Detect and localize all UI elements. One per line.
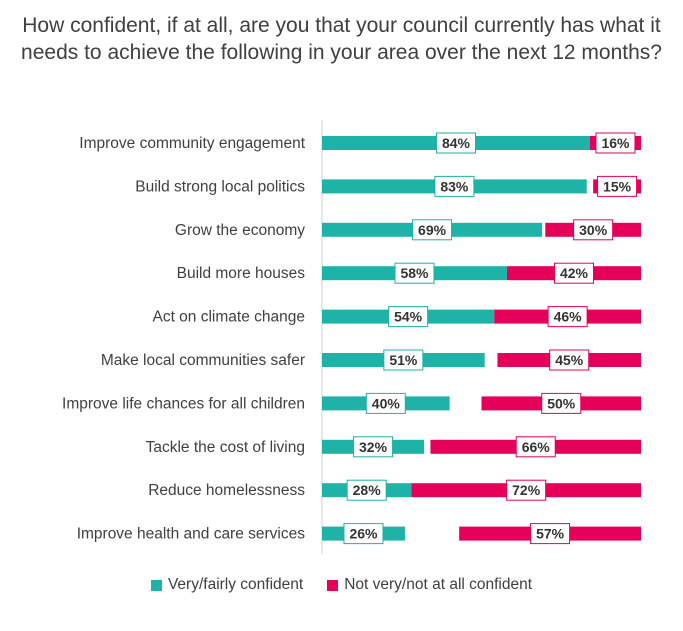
- category-label: Tackle the cost of living: [146, 439, 305, 456]
- legend-swatch-not-confident: [327, 579, 339, 591]
- category-label: Build strong local politics: [135, 178, 305, 195]
- value-box-confident: [343, 523, 384, 545]
- value-box-confident: [388, 306, 429, 328]
- legend-label-confident: Very/fairly confident: [167, 576, 304, 593]
- value-label-not-confident: 42%: [560, 265, 589, 281]
- value-label-not-confident: 66%: [522, 439, 551, 455]
- value-box-not-confident: [547, 306, 588, 328]
- value-box-not-confident: [597, 175, 638, 197]
- value-label-confident: 28%: [353, 482, 382, 498]
- value-box-not-confident: [515, 436, 556, 458]
- value-label-not-confident: 45%: [555, 352, 584, 368]
- value-box-confident: [365, 392, 406, 414]
- chart-title: How confident, if at all, are you that y…: [21, 14, 662, 64]
- value-label-not-confident: 72%: [512, 482, 541, 498]
- value-label-not-confident: 57%: [536, 526, 565, 542]
- value-box-not-confident: [541, 392, 582, 414]
- category-label: Make local communities safer: [101, 352, 305, 369]
- value-box-confident: [434, 175, 475, 197]
- value-box-confident: [353, 436, 394, 458]
- value-box-confident: [346, 479, 387, 501]
- value-label-not-confident: 50%: [547, 395, 576, 411]
- legend-item-confident: Very/fairly confident: [150, 576, 304, 594]
- value-box-confident: [394, 262, 435, 284]
- value-label-confident: 26%: [349, 526, 378, 542]
- value-box-confident: [435, 132, 476, 154]
- category-label: Reduce homelessness: [148, 482, 305, 499]
- value-label-not-confident: 15%: [603, 178, 632, 194]
- value-label-not-confident: 46%: [554, 309, 583, 325]
- category-label: Improve health and care services: [77, 526, 306, 543]
- value-label-not-confident: 16%: [601, 135, 630, 151]
- category-label: Improve community engagement: [79, 135, 305, 152]
- chart-legend: Very/fairly confident Not very/not at al…: [0, 576, 683, 594]
- category-label: Grow the economy: [175, 222, 305, 239]
- value-box-not-confident: [549, 349, 590, 371]
- value-box-confident: [383, 349, 424, 371]
- value-box-not-confident: [506, 479, 547, 501]
- value-label-confident: 84%: [442, 135, 471, 151]
- value-box-not-confident: [573, 219, 614, 241]
- chart-plot: Improve community engagement 84% 16% Build …: [62, 120, 641, 554]
- value-box-not-confident: [530, 523, 571, 545]
- value-label-confident: 40%: [372, 395, 401, 411]
- value-label-confident: 51%: [389, 352, 418, 368]
- value-label-confident: 54%: [394, 309, 423, 325]
- category-label: Act on climate change: [152, 309, 305, 326]
- legend-swatch-confident: [150, 579, 162, 591]
- category-label: Improve life chances for all children: [62, 395, 305, 412]
- legend-label-not-confident: Not very/not at all confident: [344, 576, 533, 593]
- value-label-confident: 58%: [400, 265, 429, 281]
- legend-item-not-confident: Not very/not at all confident: [327, 576, 532, 594]
- value-label-confident: 69%: [418, 222, 447, 238]
- value-box-confident: [412, 219, 453, 241]
- value-label-not-confident: 30%: [579, 222, 608, 238]
- value-label-confident: 83%: [440, 178, 469, 194]
- category-label: Build more houses: [177, 265, 306, 282]
- value-label-confident: 32%: [359, 439, 388, 455]
- value-box-not-confident: [595, 132, 636, 154]
- value-box-not-confident: [554, 262, 595, 284]
